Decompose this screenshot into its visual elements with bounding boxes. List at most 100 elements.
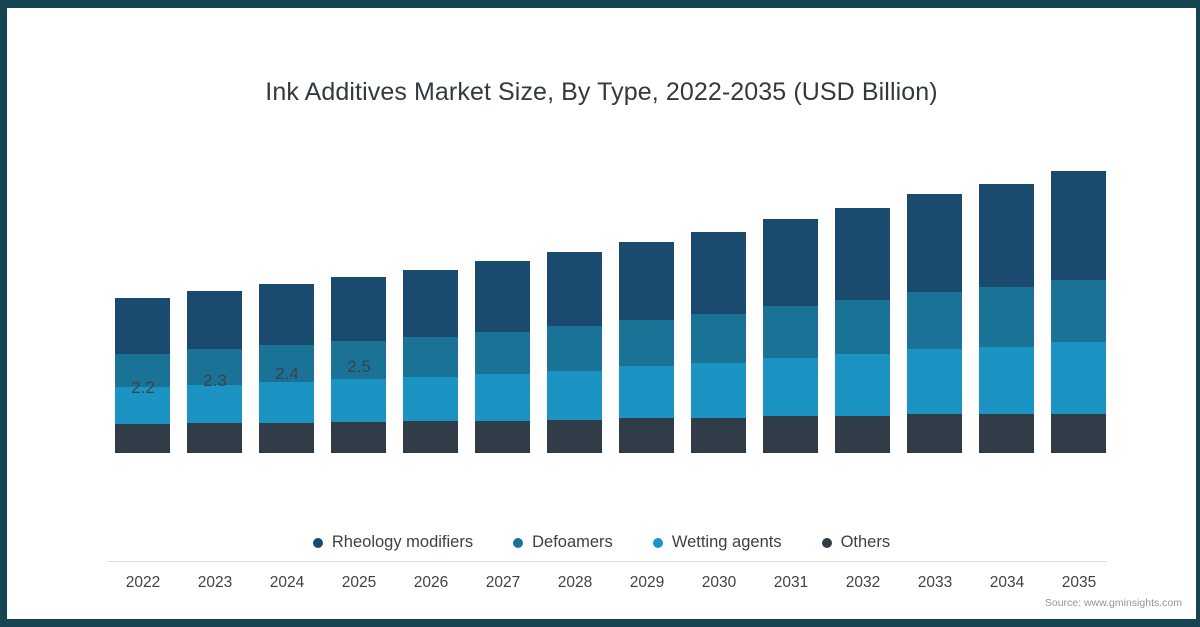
stacked-bar[interactable] (619, 241, 674, 453)
bar-segment[interactable] (259, 381, 314, 423)
stacked-bar[interactable] (403, 269, 458, 453)
bar-segment[interactable] (835, 300, 890, 355)
bar-segment[interactable] (763, 218, 818, 307)
bar-segment[interactable] (619, 319, 674, 367)
legend-item[interactable]: Rheology modifiers (312, 533, 474, 552)
bar-segment[interactable] (979, 346, 1034, 415)
bar-segment[interactable] (331, 276, 386, 341)
bar-segment[interactable] (403, 421, 458, 453)
x-tick-label: 2032 (845, 574, 881, 591)
x-tick-label: 2023 (197, 574, 233, 591)
bar-segment[interactable] (547, 252, 602, 327)
x-tick-label: 2026 (413, 574, 449, 591)
bar-segment[interactable] (475, 420, 530, 453)
bar-segment[interactable] (907, 194, 962, 293)
legend-item[interactable]: Others (821, 533, 891, 552)
bar-group (691, 20, 746, 453)
bar-segment[interactable] (619, 241, 674, 320)
bar-segment[interactable] (1051, 279, 1106, 343)
bar-segment[interactable] (1051, 413, 1106, 453)
bar-value-label: 2.3 (203, 370, 227, 390)
bar-group (979, 20, 1034, 453)
bar-segment[interactable] (907, 292, 962, 350)
bar-segment[interactable] (187, 349, 242, 385)
stacked-bar[interactable] (547, 252, 602, 453)
stacked-bar[interactable] (187, 290, 242, 453)
x-tick-label: 2028 (557, 574, 593, 591)
legend-label: Defoamers (532, 533, 613, 551)
stacked-bar[interactable] (475, 261, 530, 453)
chart-canvas: Ink Additives Market Size, By Type, 2022… (7, 8, 1196, 619)
bar-segment[interactable] (907, 414, 962, 453)
bar-segment[interactable] (403, 269, 458, 337)
legend-label: Rheology modifiers (331, 533, 474, 551)
x-tick-label: 2025 (341, 574, 377, 591)
bar-segment[interactable] (403, 376, 458, 422)
bar-segment[interactable] (475, 261, 530, 332)
bar-segment[interactable] (475, 331, 530, 375)
bar-segment[interactable] (619, 418, 674, 453)
bar-segment[interactable] (691, 314, 746, 363)
bar-segment[interactable] (691, 231, 746, 315)
bar-segment[interactable] (259, 283, 314, 346)
bar-segment[interactable] (691, 362, 746, 418)
bar-segment[interactable] (979, 286, 1034, 347)
bar-segment[interactable] (331, 421, 386, 453)
bar-segment[interactable] (331, 340, 386, 379)
x-tick-label: 2034 (989, 574, 1025, 591)
bar-segment[interactable] (1051, 342, 1106, 414)
bar-segment[interactable] (763, 416, 818, 453)
stacked-bar[interactable] (115, 297, 170, 453)
stacked-bar[interactable] (979, 183, 1034, 453)
stacked-bar[interactable] (331, 276, 386, 453)
bar-group (115, 20, 170, 453)
bar-group (907, 20, 962, 453)
legend-swatch-icon (513, 537, 524, 548)
bar-segment[interactable] (331, 378, 386, 422)
x-tick-label: 2027 (485, 574, 521, 591)
bar-segment[interactable] (547, 419, 602, 453)
legend-swatch-icon (312, 537, 323, 548)
bar-segment[interactable] (259, 345, 314, 382)
x-tick-label: 2022 (125, 574, 161, 591)
bar-group (619, 20, 674, 453)
x-tick-label: 2029 (629, 574, 665, 591)
bar-segment[interactable] (547, 370, 602, 420)
x-tick-label: 2030 (701, 574, 737, 591)
bar-segment[interactable] (187, 290, 242, 350)
bar-segment[interactable] (115, 297, 170, 354)
bar-segment[interactable] (187, 423, 242, 453)
bar-segment[interactable] (835, 354, 890, 416)
bar-segment[interactable] (1051, 171, 1106, 280)
legend-item[interactable]: Wetting agents (652, 533, 782, 552)
bar-segment[interactable] (115, 353, 170, 388)
bar-segment[interactable] (547, 326, 602, 371)
stacked-bar[interactable] (907, 194, 962, 453)
bar-segment[interactable] (115, 424, 170, 453)
x-axis-line (107, 561, 1107, 562)
bar-segment[interactable] (403, 336, 458, 377)
bar-segment[interactable] (691, 417, 746, 453)
bar-segment[interactable] (835, 415, 890, 453)
legend-item[interactable]: Defoamers (513, 533, 613, 552)
bar-segment[interactable] (115, 387, 170, 425)
bar-segment[interactable] (619, 366, 674, 419)
stacked-bar[interactable] (259, 283, 314, 453)
x-tick-label: 2024 (269, 574, 305, 591)
bar-segment[interactable] (907, 349, 962, 415)
bar-segment[interactable] (259, 422, 314, 453)
bar-segment[interactable] (763, 357, 818, 417)
stacked-bar[interactable] (835, 207, 890, 453)
bar-segment[interactable] (979, 183, 1034, 287)
bar-segment[interactable] (763, 306, 818, 358)
legend-label: Others (840, 533, 891, 551)
bar-segment[interactable] (979, 414, 1034, 453)
stacked-bar[interactable] (1051, 171, 1106, 453)
bar-group (835, 20, 890, 453)
stacked-bar[interactable] (691, 231, 746, 453)
x-tick-label: 2031 (773, 574, 809, 591)
bar-segment[interactable] (835, 207, 890, 301)
stacked-bar[interactable] (763, 218, 818, 453)
bar-segment[interactable] (475, 374, 530, 421)
bar-segment[interactable] (187, 384, 242, 424)
